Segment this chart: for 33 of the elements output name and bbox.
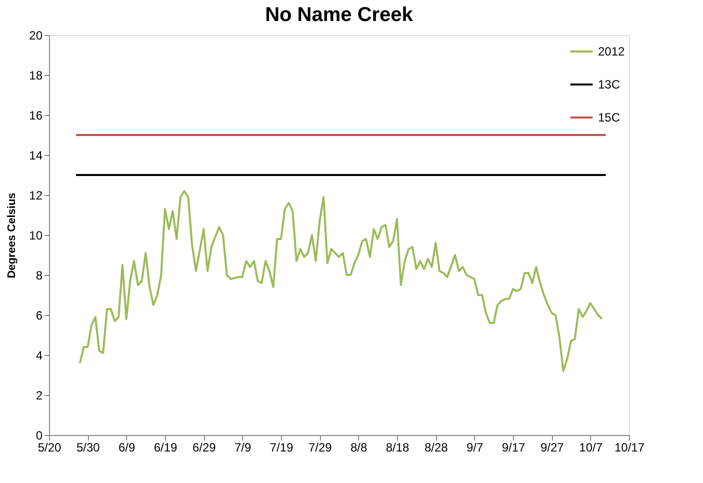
y-tick-label: 20 [29, 28, 43, 42]
y-tick-label: 8 [36, 268, 43, 282]
y-tick-label: 10 [29, 228, 43, 242]
y-tick-label: 12 [29, 188, 43, 202]
chart-title: No Name Creek [265, 4, 414, 26]
x-tick-label: 5/20 [38, 440, 62, 454]
y-tick-label: 4 [36, 348, 43, 362]
x-tick-label: 6/29 [192, 440, 216, 454]
x-tick-label: 5/30 [76, 440, 100, 454]
y-tick-label: 18 [29, 68, 43, 82]
x-tick-label: 10/17 [614, 440, 645, 454]
y-tick-label: 0 [36, 428, 43, 442]
x-tick-label: 7/19 [270, 440, 294, 454]
x-tick-label: 6/9 [118, 440, 136, 454]
x-tick-label: 8/8 [350, 440, 368, 454]
legend-label: 13C [598, 78, 620, 92]
x-tick-label: 6/19 [154, 440, 178, 454]
y-tick-label: 16 [29, 108, 43, 122]
x-tick-label: 8/28 [424, 440, 448, 454]
y-axis-title: Degrees Celsius [6, 192, 18, 278]
y-tick-label: 6 [36, 308, 43, 322]
legend-label: 2012 [598, 44, 626, 58]
x-tick-label: 7/29 [308, 440, 332, 454]
x-tick-label: 9/17 [502, 440, 526, 454]
x-tick-label: 9/7 [466, 440, 484, 454]
y-tick-label: 14 [29, 148, 43, 162]
x-tick-label: 8/18 [386, 440, 410, 454]
legend-label: 15C [598, 110, 620, 124]
x-tick-label: 9/27 [540, 440, 564, 454]
y-tick-label: 2 [36, 388, 43, 402]
x-tick-label: 10/7 [579, 440, 603, 454]
line-series [78, 190, 603, 372]
x-tick-label: 7/9 [234, 440, 252, 454]
